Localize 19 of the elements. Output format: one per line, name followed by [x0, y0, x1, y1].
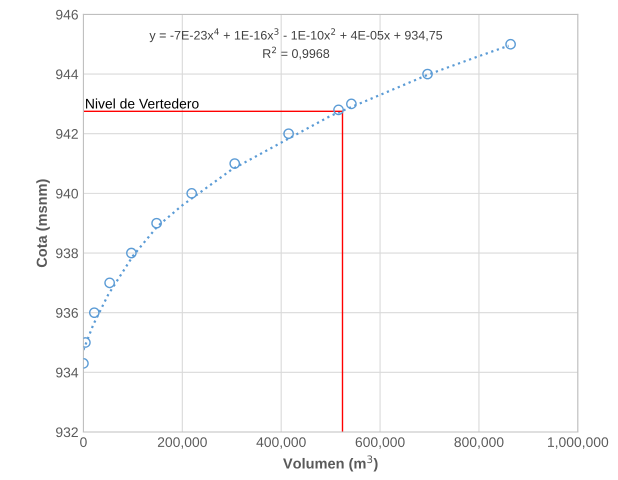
annotation: R$^{2}$ = 0,9968: [263, 46, 330, 60]
x-axis-title: Volumen (m$^{3}$): [283, 455, 378, 472]
y-tick-label: 932: [56, 427, 78, 438]
x-tick-label: 800,000: [454, 437, 504, 449]
y-tick-label: 944: [56, 69, 78, 80]
y-tick-label: 938: [56, 248, 78, 258]
y-tick-label: 942: [56, 129, 78, 139]
y-tick-label: 934: [56, 368, 78, 378]
x-tick-label: 400,000: [256, 437, 306, 449]
y-tick-label: 946: [56, 10, 78, 20]
y-tick-label: 940: [56, 188, 78, 199]
x-tick-label: 1,000,000: [548, 437, 608, 449]
ref-line-label: Nivel de Vertedero: [86, 98, 199, 109]
x-tick-label: 600,000: [356, 437, 405, 449]
x-tick-label: 200,000: [158, 437, 207, 449]
x-tick-label: 0: [80, 437, 87, 448]
y-axis-title: Cota (msnm): [36, 179, 50, 268]
y-tick-label: 936: [56, 308, 78, 318]
annotation: y = -7E-23x$^{4}$ + 1E-16x$^{3}$ - 1E-10x$^{2}$ + 4E-05x + 934,75: [149, 28, 442, 42]
